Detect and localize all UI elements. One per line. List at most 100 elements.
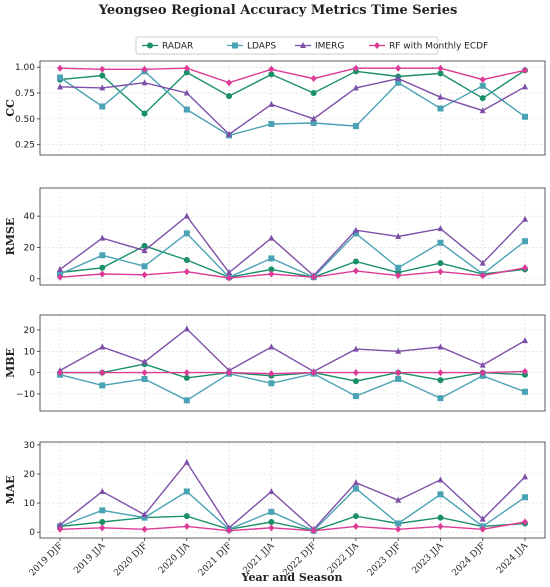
series-line-radar — [60, 363, 526, 382]
data-point — [395, 520, 402, 527]
data-point — [183, 212, 190, 219]
data-point — [57, 83, 63, 90]
data-point — [437, 476, 444, 483]
data-point — [437, 225, 444, 232]
data-point — [268, 487, 275, 494]
data-point — [395, 75, 402, 82]
data-point — [99, 507, 106, 514]
data-point — [183, 230, 190, 237]
chart-title: Yeongseo Regional Accuracy Metrics Time … — [98, 3, 458, 18]
data-point — [183, 522, 190, 530]
data-point — [479, 525, 486, 533]
data-point — [99, 270, 106, 278]
data-point — [352, 84, 359, 91]
data-point — [57, 265, 63, 272]
data-point — [310, 119, 317, 126]
data-point — [57, 369, 63, 377]
series-line-rf-with-monthly-ecdf — [60, 370, 526, 375]
data-point — [99, 234, 106, 241]
data-point — [352, 226, 359, 233]
panel-rmse: 0 20 40 RMSE — [4, 187, 546, 286]
data-point — [99, 369, 106, 377]
data-point — [183, 69, 190, 76]
data-point — [437, 491, 444, 498]
y-tick-label: 0 — [29, 369, 35, 379]
y-tick-label: 0.75 — [15, 89, 35, 99]
series-line-ldaps — [59, 70, 526, 137]
data-point — [183, 64, 190, 72]
data-point — [479, 369, 486, 377]
data-point — [268, 508, 275, 515]
data-point — [183, 256, 190, 263]
panel-frame — [39, 314, 546, 412]
panel-frame — [39, 187, 546, 286]
data-point — [352, 378, 359, 385]
y-tick-label: 30 — [24, 441, 36, 451]
data-point — [57, 64, 63, 72]
data-point — [352, 258, 359, 265]
data-point — [352, 230, 359, 237]
data-point — [268, 266, 275, 273]
data-point — [57, 525, 63, 533]
data-point — [226, 79, 233, 87]
data-point — [99, 519, 106, 525]
data-point — [479, 272, 486, 280]
data-point — [226, 527, 233, 535]
data-point — [141, 376, 148, 382]
data-point — [226, 369, 233, 377]
data-point — [268, 255, 275, 262]
data-point — [395, 272, 402, 280]
legend-marker-1 — [232, 42, 238, 49]
data-point — [522, 264, 528, 272]
data-point — [141, 271, 148, 279]
data-point — [522, 337, 528, 344]
data-point — [141, 511, 148, 518]
data-point — [479, 95, 486, 102]
data-point — [395, 264, 402, 271]
data-point — [479, 259, 486, 266]
data-point — [352, 64, 359, 72]
data-point — [310, 115, 317, 122]
data-point — [57, 74, 63, 81]
series-line-radar — [59, 69, 526, 115]
data-point — [395, 233, 402, 239]
data-point — [395, 79, 402, 86]
panel-frame — [39, 60, 546, 156]
data-point — [522, 66, 528, 74]
legend: RADAR LDAPS IMERG RF with Monthly ECDF — [135, 36, 488, 55]
panel-mbe: −10 0 10 20 MBE — [4, 314, 546, 412]
data-point — [183, 458, 190, 465]
data-point — [226, 274, 233, 282]
data-point — [395, 525, 402, 533]
series-line-imerg — [59, 327, 526, 373]
data-point — [183, 89, 190, 96]
data-point — [437, 260, 444, 267]
data-point — [141, 79, 148, 86]
data-point — [141, 358, 148, 365]
data-point — [99, 343, 106, 350]
legend-marker-0 — [147, 42, 153, 49]
data-point — [352, 393, 359, 400]
series-line-ldaps — [59, 232, 526, 279]
data-point — [437, 395, 444, 402]
series-line-ldaps — [59, 487, 526, 532]
series-line-rf-with-monthly-ecdf — [59, 67, 526, 84]
y-axis-label: CC — [4, 99, 17, 117]
panel-cc: 0.25 0.50 0.75 1.00 CC — [4, 60, 546, 156]
data-point — [437, 369, 444, 377]
data-point — [437, 105, 444, 112]
x-tick-label: 2020 DJF — [112, 541, 149, 578]
data-point — [99, 252, 106, 259]
data-point — [522, 473, 528, 480]
data-point — [57, 273, 63, 281]
y-tick-label: 0.25 — [15, 141, 35, 151]
data-point — [183, 513, 190, 520]
data-point — [479, 361, 486, 368]
data-point — [522, 238, 528, 245]
series-line-imerg — [59, 461, 526, 531]
y-tick-label: 20 — [24, 470, 36, 480]
series-line-radar — [59, 245, 526, 278]
data-point — [395, 369, 402, 377]
data-point — [141, 65, 148, 73]
